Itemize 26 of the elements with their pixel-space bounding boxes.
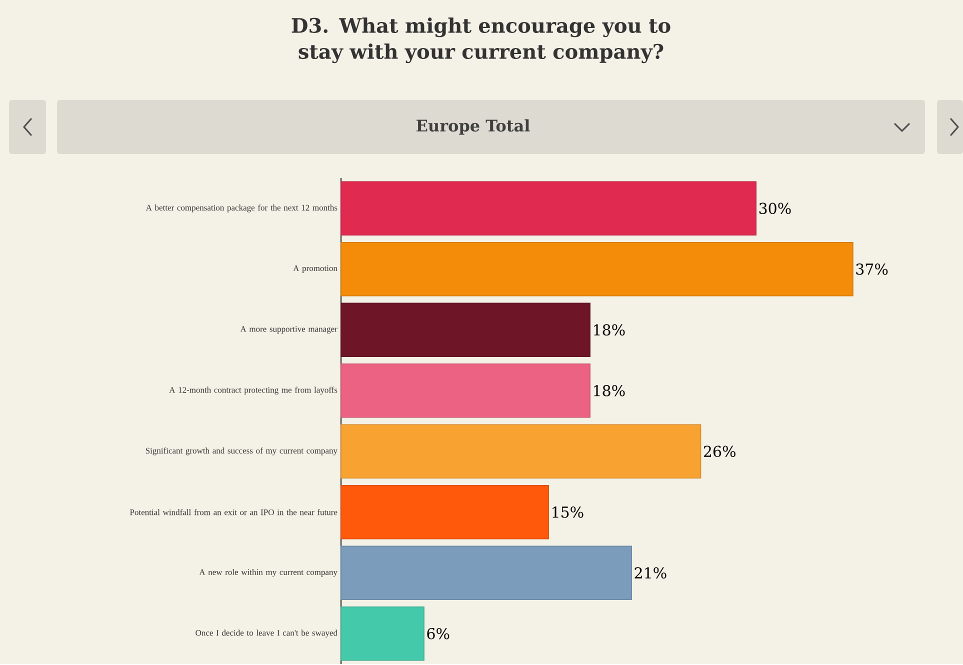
y-tick-label: A 12-month contract protecting me from layoffs <box>169 386 338 395</box>
data-label: 26% <box>704 446 736 458</box>
bar <box>340 485 549 540</box>
data-label: 18% <box>594 385 625 397</box>
data-label: 15% <box>552 506 584 518</box>
bar <box>340 302 590 358</box>
chart-title: D3. What might encourage you to stay with your current company? <box>292 18 670 64</box>
y-tick-label: Once I decide to leave I can't be swayed <box>196 630 338 638</box>
data-label: 30% <box>759 202 791 214</box>
bar <box>340 424 702 479</box>
chart-subtitle: Europe Total <box>416 119 530 135</box>
y-tick-label: A more supportive manager <box>240 326 338 334</box>
y-tick-label: Significant growth and success of my current company <box>146 448 338 456</box>
data-label: 21% <box>634 567 666 579</box>
data-label: 6% <box>427 628 450 640</box>
bar <box>340 364 590 418</box>
y-tick-label: Potential windfall from an exit or an IPO in the near future <box>130 509 338 516</box>
bar <box>340 181 756 236</box>
bar <box>340 242 854 296</box>
y-tick-label: A promotion <box>293 266 338 274</box>
y-tick-label: A better compensation package for the next 12 months <box>146 204 338 212</box>
y-tick-label: A new role within my current company <box>199 569 338 577</box>
data-label: 18% <box>594 324 625 336</box>
data-label: 37% <box>856 264 888 276</box>
bar <box>340 546 632 600</box>
bar <box>340 606 424 661</box>
